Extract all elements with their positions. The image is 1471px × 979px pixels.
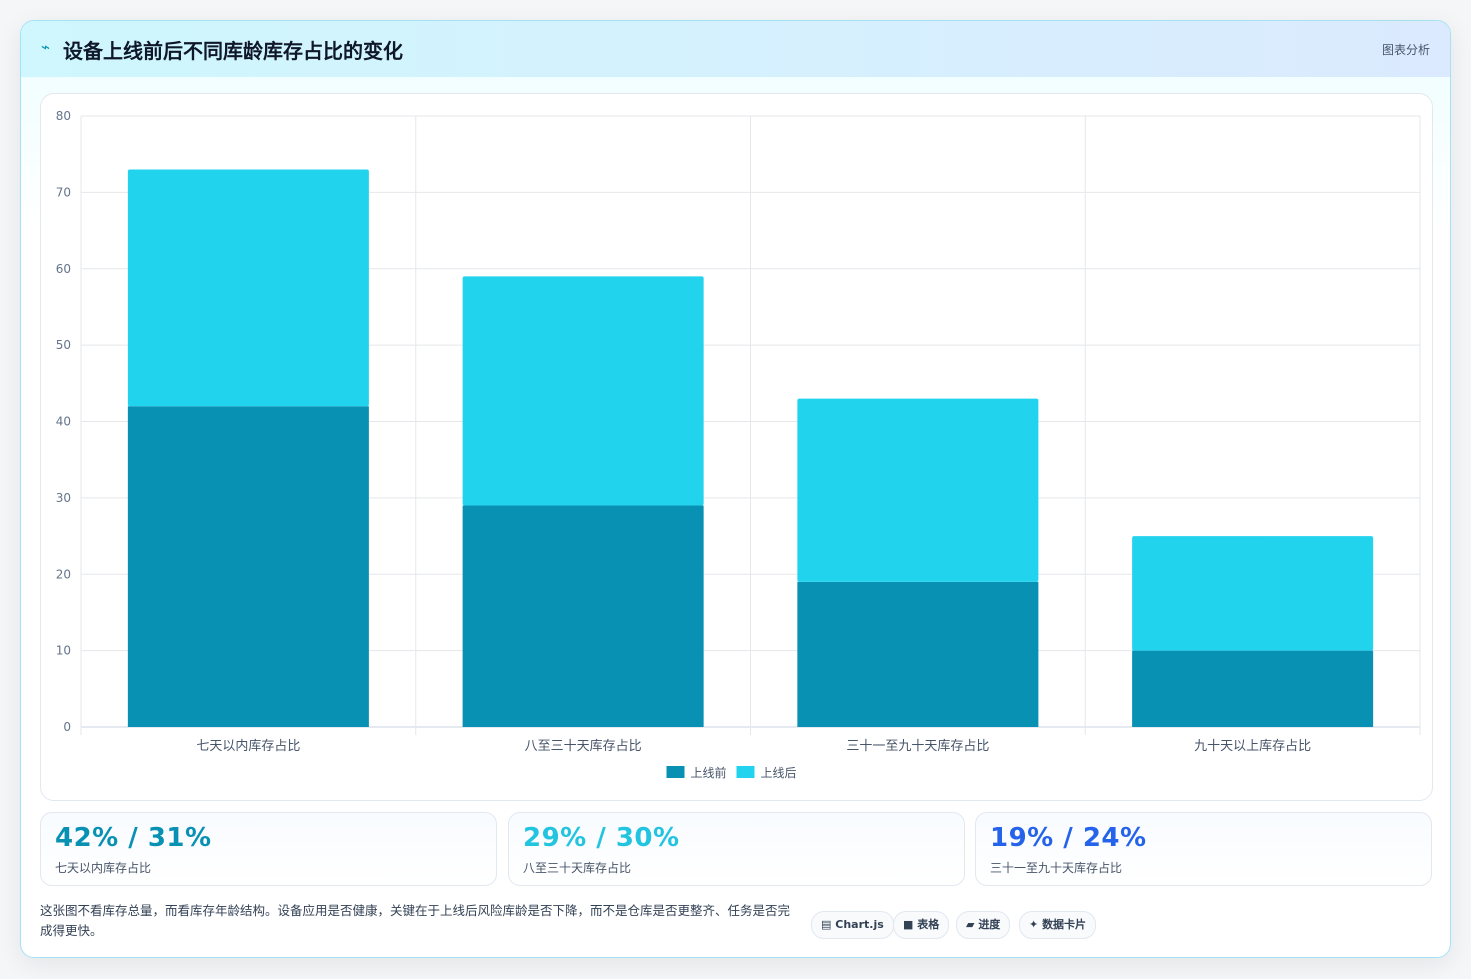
stat-card-2: 29% / 30% 八至三十天库存占比	[508, 812, 965, 886]
y-tick-label: 70	[56, 185, 71, 199]
bar-before	[797, 581, 1039, 727]
y-tick-label: 20	[56, 567, 71, 581]
bar-before	[1132, 650, 1374, 727]
pill-table[interactable]: ■ 表格	[893, 911, 950, 939]
y-tick-label: 10	[56, 644, 71, 658]
stat-value: 19% / 24%	[990, 823, 1147, 853]
stat-label: 八至三十天库存占比	[523, 861, 632, 875]
chart-panel: 0 10 20 30 40 50 60 70 80 七天以内库存占比 八至三十天库存占比 三十一至九十…	[40, 93, 1433, 801]
y-tick-label: 40	[56, 415, 71, 429]
pill-label: 表格	[917, 918, 940, 931]
y-tick-label: 60	[56, 262, 71, 276]
header-tag: 图表分析	[1381, 43, 1430, 57]
bar-after	[797, 398, 1039, 582]
pill-progress[interactable]: ▰ 进度	[956, 911, 1011, 939]
y-tick-label: 80	[56, 109, 71, 123]
pill-label: Chart.js	[835, 918, 884, 931]
bar-before	[462, 505, 704, 727]
stacked-bar-chart: 0 10 20 30 40 50 60 70 80 七天以内库存占比 八至三十天库存占比 三十一至九十…	[56, 109, 1421, 780]
sparkle-icon: ✦	[1029, 918, 1039, 931]
bar-before	[127, 406, 369, 727]
bar-after	[462, 276, 704, 506]
chart-note: 这张图不看库存总量，而看库存年龄结构。设备应用是否健康，关键在于上线后风险库龄是…	[40, 903, 791, 938]
pill-chartjs[interactable]: ▤ Chart.js	[811, 911, 894, 939]
bar-after	[127, 169, 369, 407]
legend-label: 上线后	[761, 766, 797, 780]
legend-swatch	[666, 766, 685, 778]
stat-value: 29% / 30%	[523, 823, 680, 853]
table-icon: ■	[903, 918, 914, 931]
stat-label: 三十一至九十天库存占比	[990, 861, 1123, 875]
y-tick-label: 30	[56, 491, 71, 505]
stat-card-1: 42% / 31% 七天以内库存占比	[40, 812, 497, 886]
page-title: 设备上线前后不同库龄库存占比的变化	[63, 39, 403, 63]
stat-label: 七天以内库存占比	[55, 861, 152, 875]
x-tick-label: 七天以内库存占比	[196, 738, 300, 754]
y-tick-label: 0	[63, 720, 71, 734]
chart-card: ⌁ 设备上线前后不同库龄库存占比的变化 图表分析 0 10 20 30 40 50 60 70…	[20, 20, 1451, 958]
chart-line-icon: ⌁	[41, 38, 51, 56]
legend-swatch	[736, 766, 755, 778]
card-header: ⌁ 设备上线前后不同库龄库存占比的变化 图表分析	[21, 21, 1450, 77]
x-tick-label: 九十天以上库存占比	[1194, 738, 1311, 754]
x-tick-label: 八至三十天库存占比	[525, 738, 642, 754]
bar-after	[1132, 536, 1374, 651]
pill-label: 数据卡片	[1042, 918, 1087, 931]
stat-value: 42% / 31%	[55, 823, 212, 853]
x-tick-label: 三十一至九十天库存占比	[846, 738, 989, 754]
pill-data-card[interactable]: ✦ 数据卡片	[1019, 911, 1097, 939]
stat-card-3: 19% / 24% 三十一至九十天库存占比	[975, 812, 1432, 886]
y-tick-label: 50	[56, 338, 71, 352]
progress-icon: ▰	[966, 918, 975, 931]
chart-icon: ▤	[821, 918, 832, 931]
legend-label: 上线前	[691, 765, 727, 780]
pill-label: 进度	[978, 918, 1001, 931]
